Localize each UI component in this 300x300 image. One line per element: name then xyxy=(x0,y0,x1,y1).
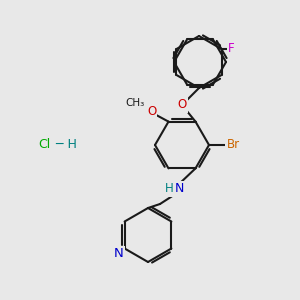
Text: ─ H: ─ H xyxy=(52,139,77,152)
Text: N: N xyxy=(174,182,184,196)
Text: CH₃: CH₃ xyxy=(126,98,145,108)
Text: F: F xyxy=(228,43,235,56)
Text: O: O xyxy=(177,98,187,112)
Text: N: N xyxy=(114,247,124,260)
Text: Cl: Cl xyxy=(38,139,50,152)
Text: Br: Br xyxy=(226,139,240,152)
Text: O: O xyxy=(147,105,156,118)
Text: H: H xyxy=(165,182,173,196)
